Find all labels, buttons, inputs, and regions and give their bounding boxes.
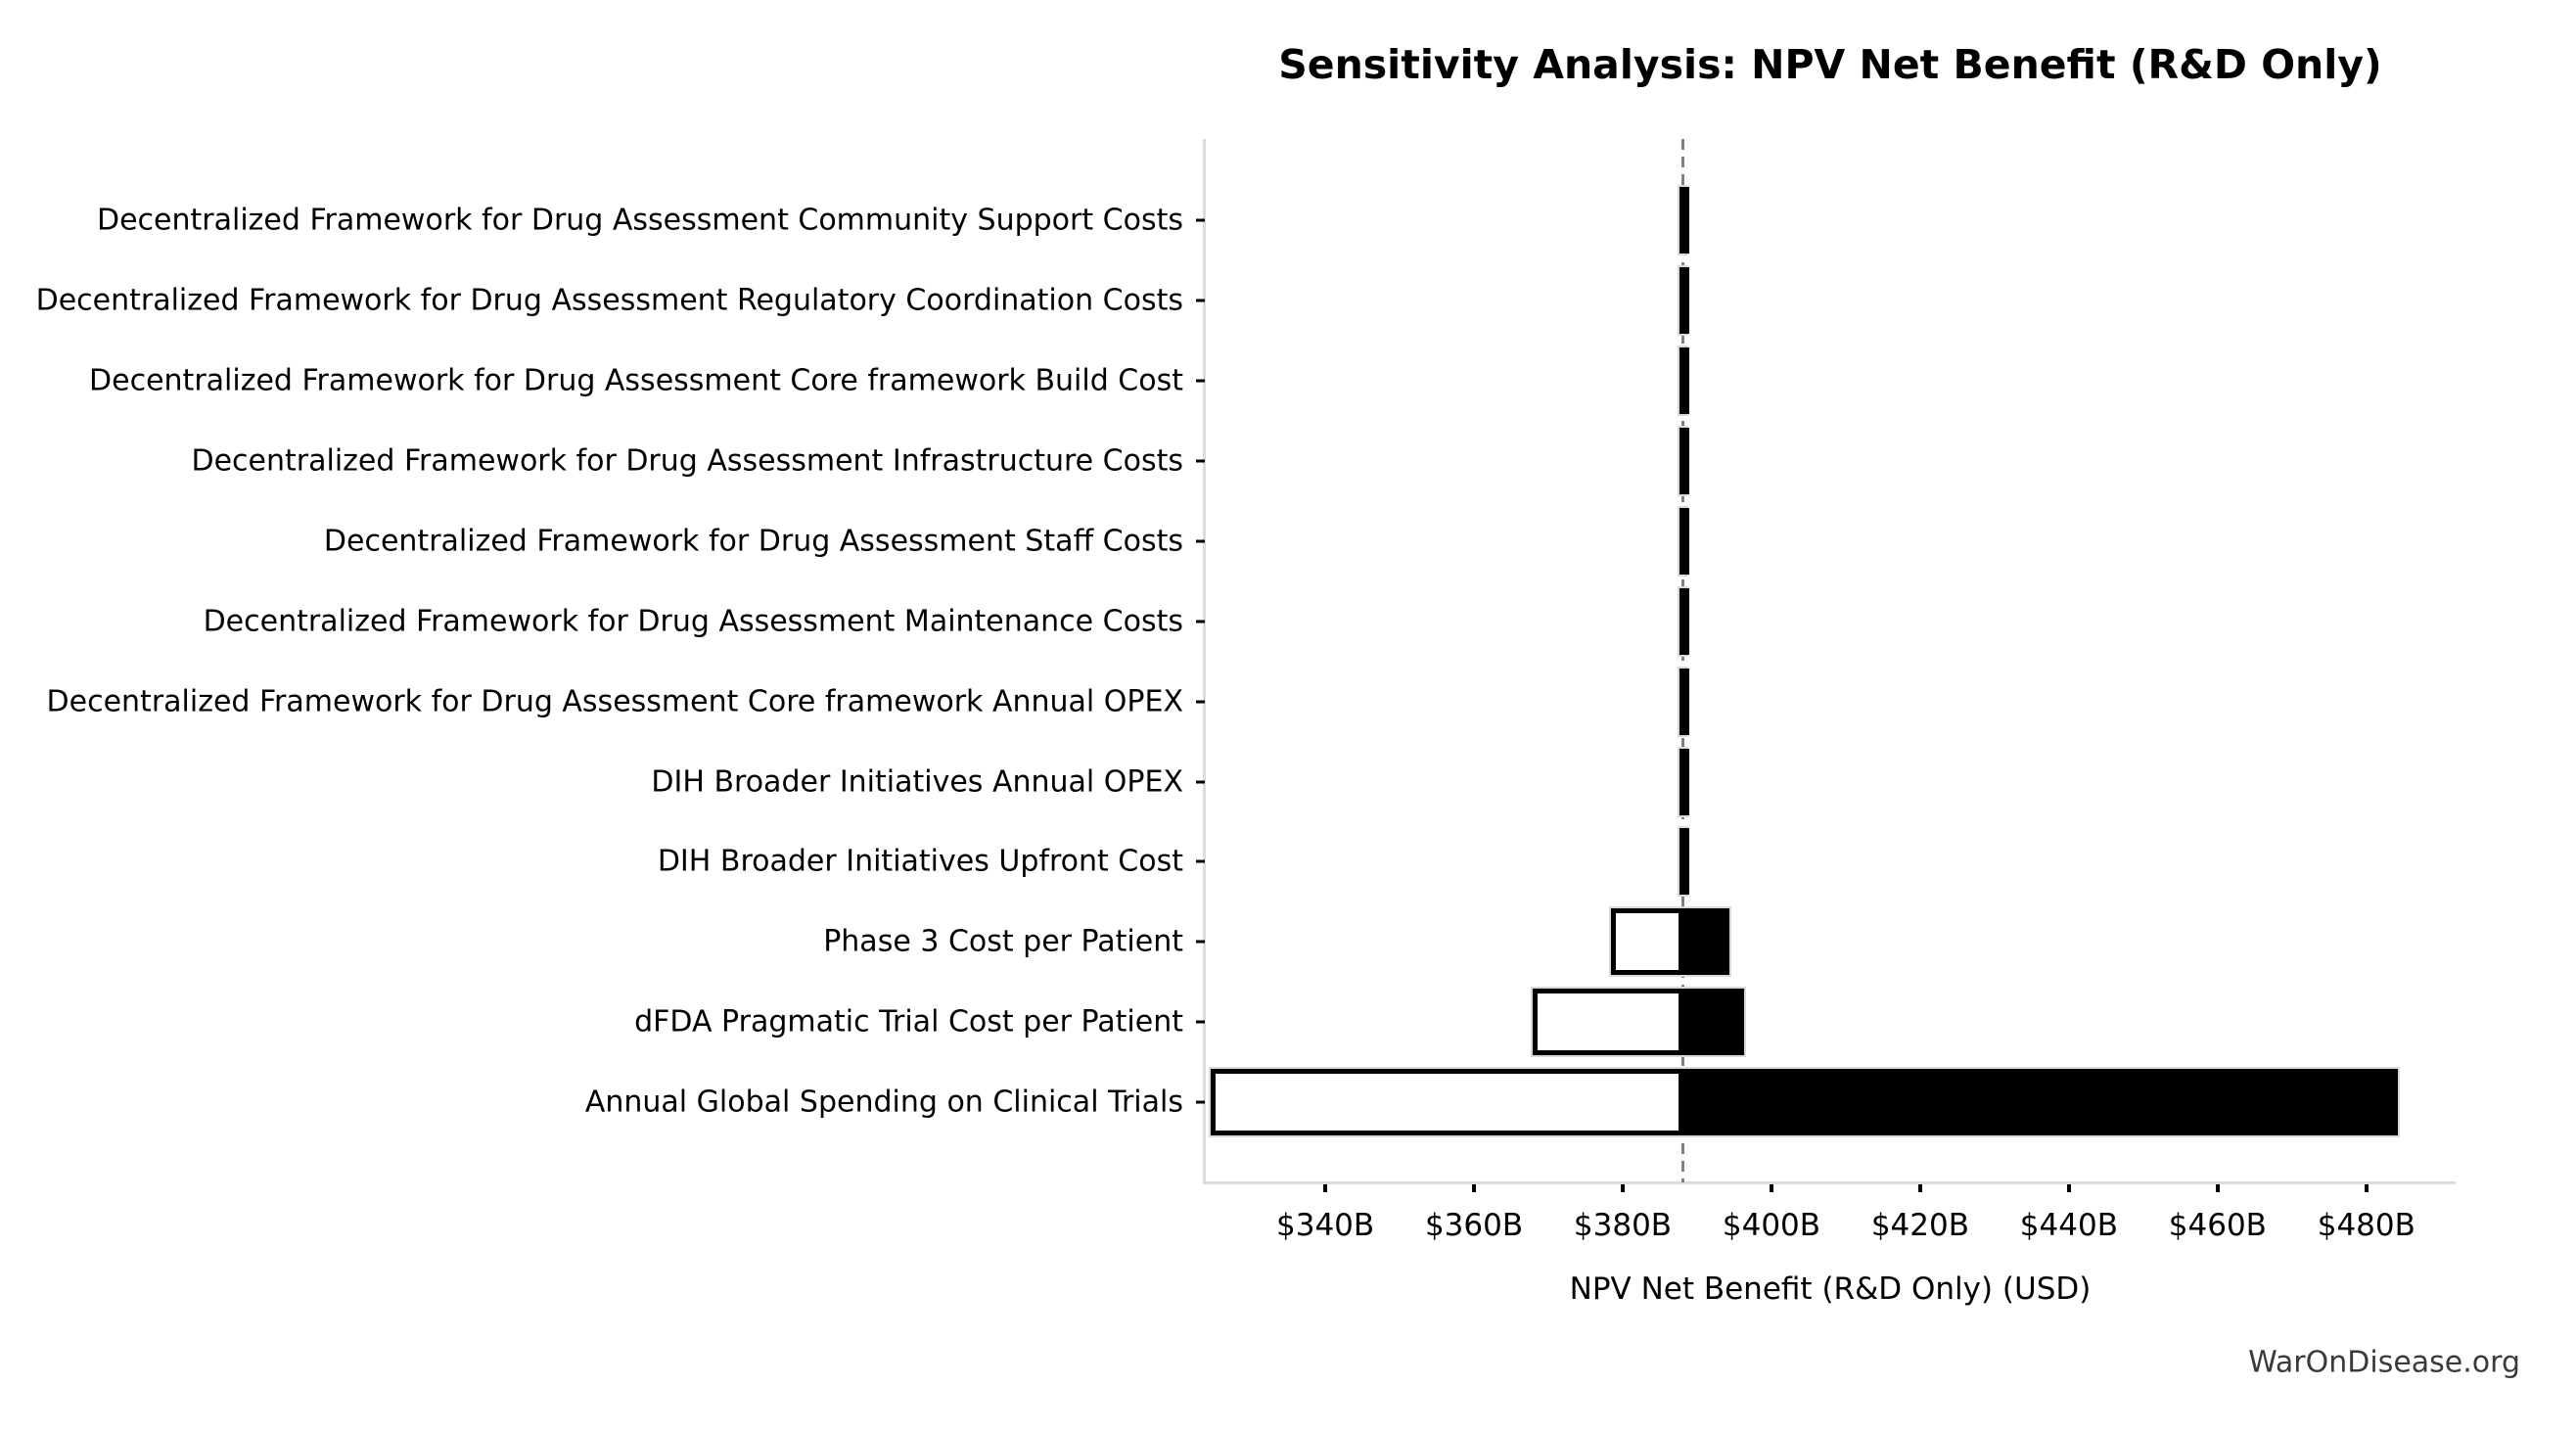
bar-high-segment: [1682, 427, 1687, 494]
bar-low-segment: [1211, 1069, 1683, 1136]
x-axis-tick-label: $480B: [2317, 1208, 2415, 1243]
y-axis-category-label: dFDA Pragmatic Trial Cost per Patient: [634, 1004, 1183, 1039]
y-axis-tick: [1196, 379, 1205, 383]
x-axis-tick: [1917, 1183, 1922, 1192]
y-axis-tick: [1196, 620, 1205, 624]
y-axis-category-label: DIH Broader Initiatives Upfront Cost: [657, 844, 1183, 879]
y-axis-category-label: DIH Broader Initiatives Annual OPEX: [651, 764, 1183, 800]
bar-low-segment: [1610, 908, 1683, 976]
x-axis-tick: [2066, 1183, 2071, 1192]
y-axis-tick: [1196, 1100, 1205, 1104]
bar-low-segment: [1533, 989, 1683, 1056]
x-axis-tick-label: $440B: [2019, 1208, 2118, 1243]
x-axis-tick: [2215, 1183, 2220, 1192]
x-axis-tick: [1472, 1183, 1477, 1192]
y-axis-category-label: Decentralized Framework for Drug Assessm…: [89, 363, 1183, 398]
y-axis-tick: [1196, 459, 1205, 463]
x-axis-tick: [1769, 1183, 1773, 1192]
watermark-text: WarOnDisease.org: [2248, 1345, 2520, 1380]
y-axis-tick: [1196, 218, 1205, 222]
y-axis-tick: [1196, 700, 1205, 704]
bar-high-segment: [1682, 908, 1729, 976]
x-axis-tick: [2364, 1183, 2369, 1192]
y-axis-category-label: Decentralized Framework for Drug Assessm…: [97, 203, 1183, 238]
bar-high-segment: [1682, 187, 1687, 254]
bar-high-segment: [1682, 507, 1687, 575]
baseline-dashed-line: [1681, 139, 1685, 1182]
y-axis-tick: [1196, 859, 1205, 863]
chart-title: Sensitivity Analysis: NPV Net Benefit (R…: [1278, 41, 2382, 88]
y-axis-tick: [1196, 940, 1205, 944]
x-axis-tick: [1621, 1183, 1625, 1192]
y-axis-tick: [1196, 1020, 1205, 1024]
x-axis-title: NPV Net Benefit (R&D Only) (USD): [1569, 1271, 2092, 1307]
y-axis-category-label: Annual Global Spending on Clinical Trial…: [584, 1085, 1183, 1120]
x-axis-tick-label: $400B: [1722, 1208, 1821, 1243]
bar-high-segment: [1682, 347, 1687, 415]
x-axis-spine: [1203, 1180, 2456, 1184]
y-axis-category-label: Decentralized Framework for Drug Assessm…: [203, 604, 1183, 639]
bar-high-segment: [1682, 587, 1687, 655]
x-axis-tick-label: $340B: [1275, 1208, 1375, 1243]
x-axis-tick: [1323, 1183, 1328, 1192]
bar-high-segment: [1682, 748, 1687, 815]
y-axis-tick: [1196, 780, 1205, 784]
bar-high-segment: [1682, 267, 1687, 335]
x-axis-tick-label: $360B: [1424, 1208, 1524, 1243]
y-axis-category-label: Decentralized Framework for Drug Assessm…: [35, 283, 1183, 318]
x-axis-tick-label: $460B: [2168, 1208, 2267, 1243]
y-axis-category-label: Decentralized Framework for Drug Assessm…: [46, 684, 1183, 719]
bar-high-segment: [1682, 1069, 2399, 1136]
bar-high-segment: [1682, 828, 1687, 896]
y-axis-tick: [1196, 539, 1205, 543]
x-axis-tick-label: $420B: [1870, 1208, 1970, 1243]
x-axis-tick-label: $380B: [1573, 1208, 1673, 1243]
y-axis-category-label: Decentralized Framework for Drug Assessm…: [323, 524, 1183, 559]
bar-high-segment: [1682, 989, 1744, 1056]
y-axis-spine: [1203, 139, 1206, 1182]
y-axis-category-label: Phase 3 Cost per Patient: [823, 924, 1183, 959]
y-axis-tick: [1196, 299, 1205, 302]
y-axis-category-label: Decentralized Framework for Drug Assessm…: [191, 443, 1183, 479]
bar-high-segment: [1682, 668, 1687, 735]
